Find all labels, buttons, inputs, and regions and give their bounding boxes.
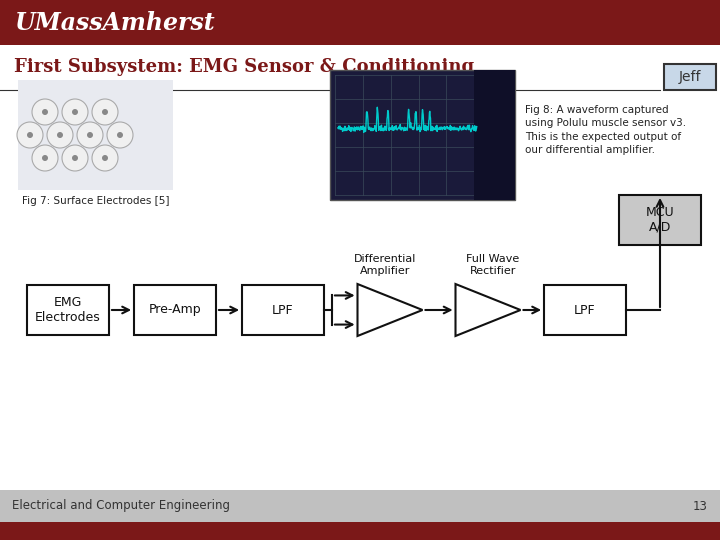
Polygon shape (456, 284, 521, 336)
Bar (330, 70, 515, 200)
Bar (619, 195, 701, 245)
Polygon shape (358, 284, 423, 336)
Circle shape (102, 109, 108, 115)
Text: Fig 8: A waveform captured
using Polulu muscle sensor v3.
This is the expected o: Fig 8: A waveform captured using Polulu … (525, 105, 686, 155)
Text: First Subsystem: EMG Sensor & Conditioning: First Subsystem: EMG Sensor & Conditioni… (14, 58, 474, 77)
Text: EMG
Electrodes: EMG Electrodes (35, 296, 101, 324)
Text: UMassAmherst: UMassAmherst (14, 10, 215, 35)
Circle shape (62, 99, 88, 125)
Text: Jeff: Jeff (679, 70, 701, 84)
Circle shape (72, 155, 78, 161)
Bar (544, 285, 626, 335)
Circle shape (32, 145, 58, 171)
Text: LPF: LPF (272, 303, 294, 316)
Circle shape (102, 155, 108, 161)
Bar (0, 0, 720, 45)
Circle shape (62, 145, 88, 171)
Circle shape (77, 122, 103, 148)
Circle shape (87, 132, 93, 138)
Bar (0, 490, 720, 522)
Circle shape (57, 132, 63, 138)
Circle shape (92, 99, 118, 125)
Text: LPF: LPF (574, 303, 596, 316)
Bar (27, 285, 109, 335)
Text: Differential
Amplifier: Differential Amplifier (354, 254, 416, 276)
Circle shape (72, 109, 78, 115)
Circle shape (32, 99, 58, 125)
Text: Full Wave
Rectifier: Full Wave Rectifier (467, 254, 520, 276)
Text: 13: 13 (693, 500, 708, 512)
Text: Electrical and Computer Engineering: Electrical and Computer Engineering (12, 500, 230, 512)
Circle shape (107, 122, 133, 148)
Text: Pre-Amp: Pre-Amp (149, 303, 202, 316)
Bar (242, 285, 324, 335)
Bar (18, 80, 173, 190)
Circle shape (117, 132, 123, 138)
Circle shape (47, 122, 73, 148)
Circle shape (42, 155, 48, 161)
Text: MCU
A/D: MCU A/D (646, 206, 675, 234)
Bar (474, 70, 515, 200)
Bar (0, 522, 720, 540)
Text: Fig 7: Surface Electrodes [5]: Fig 7: Surface Electrodes [5] (22, 196, 169, 206)
Bar (664, 64, 716, 90)
Circle shape (42, 109, 48, 115)
Bar (134, 285, 216, 335)
Circle shape (92, 145, 118, 171)
Circle shape (27, 132, 33, 138)
Circle shape (17, 122, 43, 148)
